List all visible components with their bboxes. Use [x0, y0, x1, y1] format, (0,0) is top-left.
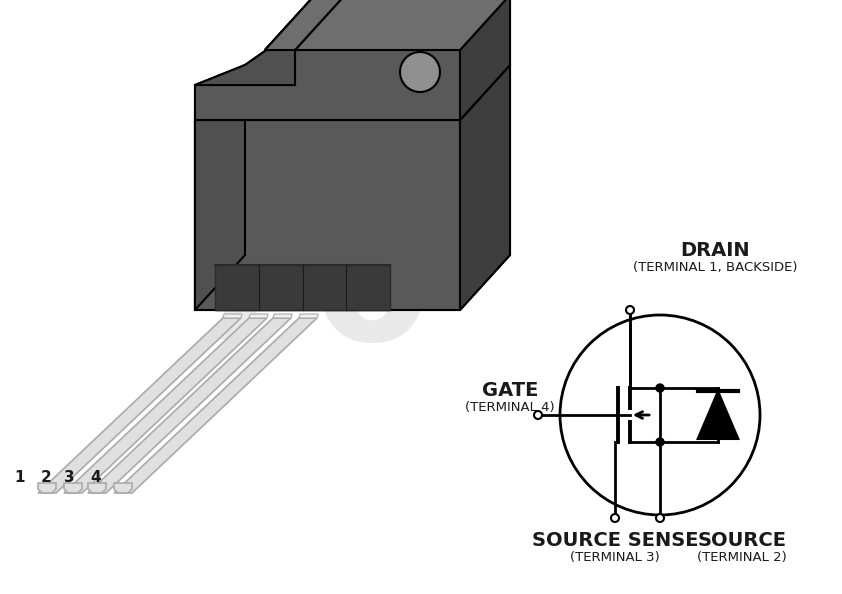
- Polygon shape: [265, 0, 345, 50]
- Text: (TERMINAL 4): (TERMINAL 4): [465, 402, 555, 415]
- Text: (TERMINAL 3): (TERMINAL 3): [570, 551, 660, 564]
- Circle shape: [656, 438, 664, 446]
- Polygon shape: [215, 265, 390, 310]
- Polygon shape: [460, 65, 510, 310]
- Text: 4: 4: [90, 470, 101, 485]
- Polygon shape: [299, 314, 318, 318]
- Polygon shape: [38, 318, 241, 493]
- Polygon shape: [265, 0, 510, 50]
- Polygon shape: [460, 0, 510, 120]
- Circle shape: [560, 315, 760, 515]
- Circle shape: [656, 514, 664, 522]
- Text: GATE: GATE: [482, 381, 538, 400]
- Polygon shape: [195, 50, 460, 120]
- Polygon shape: [64, 318, 267, 493]
- Polygon shape: [273, 314, 292, 318]
- Text: 2: 2: [40, 470, 51, 485]
- Circle shape: [611, 514, 619, 522]
- Text: 3: 3: [64, 470, 75, 485]
- Polygon shape: [249, 314, 269, 318]
- Polygon shape: [88, 318, 291, 493]
- Text: DRAIN: DRAIN: [680, 241, 750, 260]
- Polygon shape: [195, 65, 245, 310]
- Text: SOURCE: SOURCE: [697, 530, 786, 549]
- Circle shape: [656, 384, 664, 392]
- Polygon shape: [698, 391, 738, 439]
- Polygon shape: [195, 120, 460, 310]
- Text: (TERMINAL 1, BACKSIDE): (TERMINAL 1, BACKSIDE): [632, 261, 797, 274]
- Polygon shape: [195, 0, 345, 85]
- Polygon shape: [265, 0, 345, 50]
- Polygon shape: [215, 265, 390, 310]
- Polygon shape: [265, 0, 510, 50]
- Polygon shape: [195, 65, 245, 310]
- Text: 1: 1: [14, 470, 25, 485]
- Polygon shape: [64, 483, 82, 493]
- Circle shape: [400, 52, 440, 92]
- Polygon shape: [195, 120, 460, 310]
- Circle shape: [534, 411, 542, 419]
- Polygon shape: [195, 65, 510, 120]
- Polygon shape: [114, 318, 317, 493]
- Text: (TERMINAL 2): (TERMINAL 2): [697, 551, 787, 564]
- Polygon shape: [195, 0, 345, 85]
- Circle shape: [400, 52, 440, 92]
- Polygon shape: [195, 65, 510, 120]
- Text: SOURCE SENSE: SOURCE SENSE: [532, 530, 698, 549]
- Polygon shape: [114, 483, 132, 493]
- Polygon shape: [460, 65, 510, 310]
- Polygon shape: [38, 483, 56, 493]
- Polygon shape: [223, 314, 242, 318]
- Polygon shape: [88, 483, 106, 493]
- Polygon shape: [195, 50, 460, 120]
- Polygon shape: [460, 0, 510, 120]
- Text: 70: 70: [184, 202, 435, 378]
- Circle shape: [626, 306, 634, 314]
